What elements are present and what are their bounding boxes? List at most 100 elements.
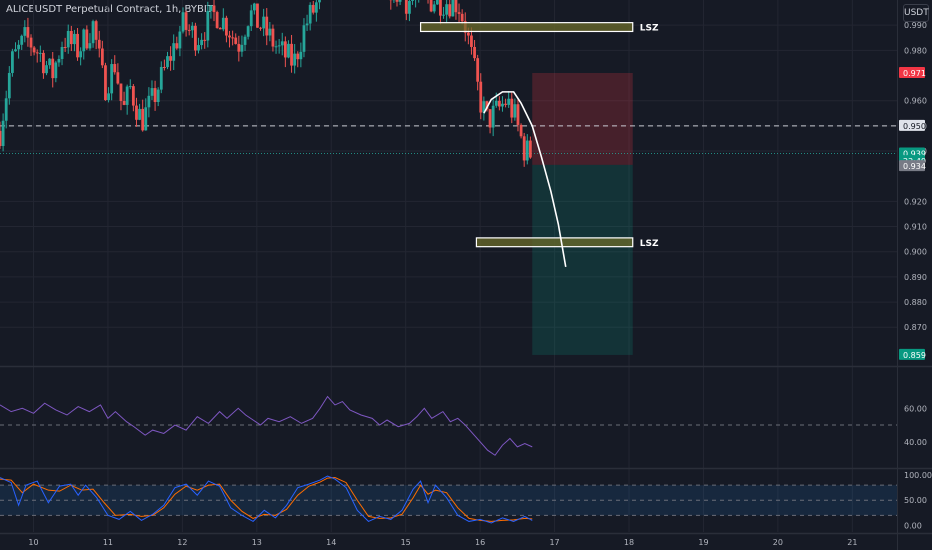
- candle-body: [20, 35, 24, 45]
- candle-body: [194, 25, 197, 51]
- candle-body: [287, 43, 290, 58]
- candle-body: [308, 4, 312, 24]
- candle-body: [271, 28, 275, 47]
- price-badge-label: 0.950: [903, 122, 926, 131]
- candle-body: [305, 23, 309, 26]
- candle-body: [128, 86, 132, 88]
- candle-body: [408, 0, 411, 14]
- candle-body: [504, 103, 507, 105]
- time-tick-label: 19: [698, 538, 708, 547]
- price-tick-label: 0.870: [904, 323, 927, 332]
- candle-body: [187, 29, 191, 31]
- currency-button[interactable]: USDT: [903, 4, 929, 22]
- candle-body: [274, 46, 278, 48]
- candle-body: [460, 13, 464, 22]
- candle-body: [299, 51, 303, 60]
- candle-body: [110, 64, 114, 94]
- candle-body: [197, 45, 200, 51]
- candle-body: [246, 26, 250, 37]
- candle-body: [60, 47, 64, 59]
- lsz-zone-label: LSZ: [640, 24, 659, 34]
- candle-body: [516, 104, 520, 125]
- candle-body: [507, 98, 511, 105]
- candle-body: [482, 101, 486, 113]
- candle-body: [91, 21, 95, 44]
- candle-body: [94, 21, 98, 40]
- candle-body: [116, 72, 120, 84]
- candle-body: [519, 124, 523, 137]
- candle-body: [491, 105, 495, 128]
- candle-body: [190, 25, 194, 31]
- candle-body: [4, 98, 8, 121]
- rsi-line: [0, 395, 533, 456]
- candle-body: [73, 33, 76, 45]
- candle-body: [181, 12, 185, 32]
- candle-body: [243, 36, 247, 45]
- candle-body: [113, 64, 117, 73]
- candle-body: [203, 39, 207, 41]
- candle-body: [206, 10, 210, 41]
- projection-curve: [483, 91, 567, 267]
- candle-body: [200, 39, 204, 46]
- candle-body: [107, 93, 110, 101]
- candle-body: [240, 44, 244, 52]
- candle-body: [17, 44, 21, 50]
- candle-body: [395, 0, 399, 2]
- candle-body: [221, 17, 225, 30]
- candle-body: [23, 27, 27, 36]
- candle-body: [314, 2, 318, 13]
- candle-body: [32, 47, 36, 53]
- lsz-zone-box: [475, 237, 634, 248]
- time-tick-label: 16: [475, 538, 485, 547]
- candle-body: [209, 5, 213, 11]
- candle-body: [169, 56, 172, 61]
- candle-body: [131, 86, 135, 106]
- candle-body: [525, 140, 529, 161]
- price-badge-label: 0.859: [903, 351, 926, 360]
- candle-body: [57, 58, 61, 63]
- candle-body: [153, 88, 157, 103]
- candle-body: [135, 105, 138, 120]
- price-badge-label: 0.934: [903, 162, 926, 171]
- candle-body: [147, 95, 151, 108]
- candle-body: [293, 53, 297, 66]
- price-tick-label: 0.900: [904, 248, 927, 257]
- candle-body: [66, 30, 70, 48]
- stoch-d-line: [0, 477, 533, 522]
- candle-body: [494, 100, 498, 106]
- candle-body: [311, 4, 315, 13]
- candle-body: [398, 0, 402, 2]
- candle-body: [225, 17, 228, 36]
- candle-body: [488, 109, 492, 128]
- price-badge: [899, 348, 925, 360]
- candle-body: [35, 52, 39, 54]
- price-badge: [899, 119, 925, 131]
- candle-body: [104, 65, 107, 101]
- candle-body: [280, 41, 284, 46]
- candle-body: [82, 29, 86, 52]
- price-tick-label: 0.980: [904, 46, 927, 55]
- time-tick-label: 14: [326, 538, 336, 547]
- candle-body: [404, 0, 408, 14]
- candle-body: [290, 43, 293, 66]
- candle-body: [439, 0, 442, 16]
- candle-body: [302, 25, 306, 52]
- candle-body: [1, 120, 5, 146]
- candle-body: [48, 58, 52, 66]
- lsz-zone-box: [419, 22, 634, 33]
- candle-body: [29, 37, 33, 48]
- candle-body: [11, 51, 14, 73]
- candle-body: [231, 37, 235, 39]
- candle-body: [184, 12, 188, 30]
- candle-body: [100, 48, 104, 66]
- lsz-zone-label: LSZ: [640, 239, 659, 249]
- price-tick-label: 0.910: [904, 223, 927, 232]
- candle-body: [76, 33, 79, 58]
- candle-body: [122, 101, 126, 105]
- candle-body: [138, 108, 141, 120]
- candle-body: [435, 0, 439, 5]
- candle-body: [296, 53, 300, 60]
- candle-body: [429, 0, 433, 12]
- time-tick-label: 11: [103, 538, 113, 547]
